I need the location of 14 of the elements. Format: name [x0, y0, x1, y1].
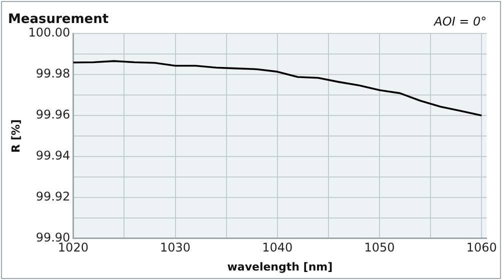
x-tick-label: 1040	[262, 240, 293, 255]
x-axis-title: wavelength [nm]	[227, 260, 333, 274]
chart-title: Measurement	[8, 12, 109, 28]
text: AOI = 0°	[433, 14, 487, 29]
y-tick-label: 99.94	[36, 148, 70, 163]
y-tick-label: 99.98	[36, 66, 70, 81]
y-tick-label: 99.96	[36, 108, 70, 122]
y-tick-label: 99.92	[36, 190, 70, 204]
x-tick-label: 1060	[466, 240, 497, 255]
y-axis-title: R [%]	[9, 119, 22, 153]
y-tick-label: 100.00	[28, 26, 70, 40]
x-tick-label: 1030	[160, 240, 191, 255]
x-tick-label: 1050	[364, 240, 395, 255]
x-tick-label: 1020	[58, 240, 88, 255]
